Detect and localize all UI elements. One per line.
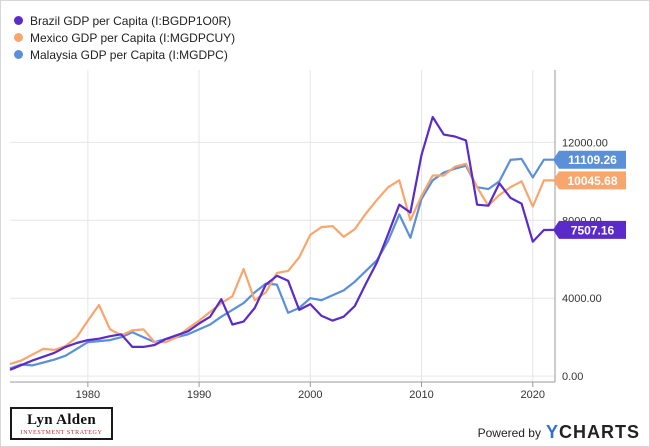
x-tick-label: 2000 [298,389,322,401]
x-tick-label: 2010 [409,389,433,401]
logo-tagline: INVESTMENT STRATEGY [20,430,103,436]
legend-label-brazil: Brazil GDP per Capita (I:BGDP1O0R) [30,13,232,28]
legend-item-malaysia[interactable]: Malaysia GDP per Capita (I:MGDPC) [14,46,235,63]
y-tick-label: 0.00 [562,371,583,383]
last-value-flag-malaysia: 11109.26 [553,150,626,169]
x-tick-label: 2020 [521,389,545,401]
legend-label-mexico: Mexico GDP per Capita (I:MGDPCUY) [30,30,236,45]
series-line-brazil[interactable] [9,115,556,371]
last-value-label: 10045.68 [567,174,617,188]
legend-label-malaysia: Malaysia GDP per Capita (I:MGDPC) [30,47,228,62]
last-value-flag-mexico: 10045.68 [553,171,626,190]
powered-by-ycharts[interactable]: Powered by YCHARTS [478,422,640,443]
legend-item-mexico[interactable]: Mexico GDP per Capita (I:MGDPCUY) [14,29,235,46]
last-value-flag-bg [553,171,626,190]
x-tick-label: 1980 [76,389,100,401]
series-line-malaysia[interactable] [9,157,555,370]
legend-item-brazil[interactable]: Brazil GDP per Capita (I:BGDP1O0R) [14,12,235,29]
y-tick-label: 4000.00 [562,293,602,305]
last-value-label: 11109.26 [568,153,617,167]
chart-legend: Brazil GDP per Capita (I:BGDP1O0R) Mexic… [14,12,235,63]
legend-marker-malaysia [14,50,23,59]
last-value-flag-bg [553,220,626,239]
series-line-mexico[interactable] [9,162,555,366]
last-value-label: 7507.16 [571,223,615,237]
ycharts-wordmark: CHARTS [559,422,640,442]
x-tick-label: 1990 [187,389,211,401]
y-tick-label: 12000.00 [562,137,608,149]
ycharts-logo: YCHARTS [546,422,640,443]
last-value-flag-bg [553,150,626,169]
logo-name: Lyn Alden [27,412,96,428]
powered-by-label: Powered by [477,425,541,440]
last-value-flag-brazil: 7507.16 [553,220,626,239]
legend-marker-brazil [14,16,23,25]
ycharts-y-mark: Y [545,422,559,442]
legend-marker-mexico [14,33,23,42]
lyn-alden-logo: Lyn Alden INVESTMENT STRATEGY [10,407,113,440]
